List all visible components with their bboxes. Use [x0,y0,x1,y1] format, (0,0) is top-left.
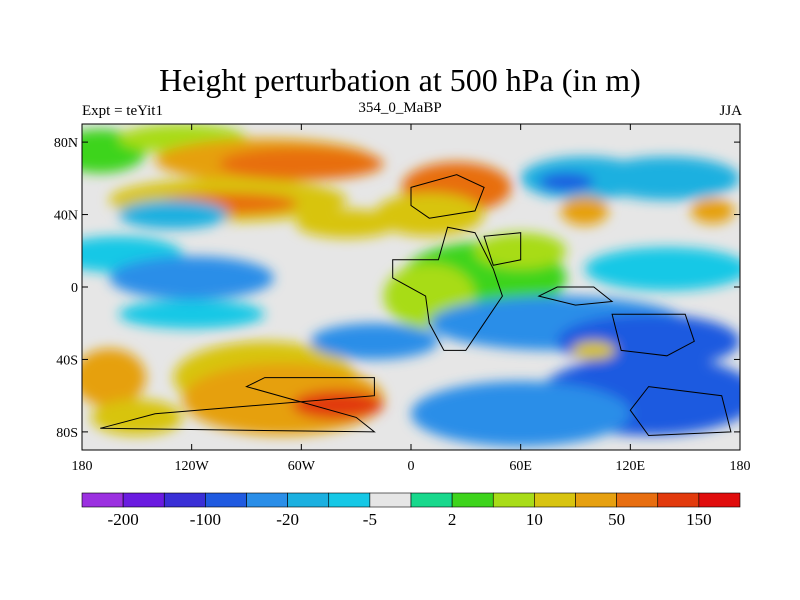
field-anomaly-8 [374,192,485,237]
field-anomaly-10 [538,172,594,192]
coastline-segment-0 [392,226,503,351]
field-anomaly-6 [295,209,399,239]
x-tick-label: 120W [175,459,210,474]
x-tick-label: 0 [408,459,415,474]
coastline-segment-6 [629,386,732,437]
field-anomaly-14 [118,200,229,230]
x-tick-label: 180 [730,459,751,474]
time-label: 354_0_MaBP [358,100,442,116]
field-anomaly-28 [91,399,183,436]
colorbar-swatch [369,492,412,508]
chart-title: Height perturbation at 500 hPa (in m) [159,62,641,98]
field-anomaly-32 [310,323,439,360]
colorbar-label: 10 [526,510,543,529]
field-anomaly-26 [411,381,631,447]
colorbar-swatch [657,492,700,508]
y-tick-label: 80S [56,426,78,441]
field-anomaly-27 [82,348,146,407]
x-tick-label: 60E [509,459,532,474]
x-tick-label: 180 [72,459,93,474]
coastline-outline [100,174,732,437]
y-tick-label: 40S [56,353,78,368]
colorbar-swatch [616,492,659,508]
x-axis: 180 120W 60W 0 60E 120E 180 [72,124,751,474]
colorbar-label: 2 [448,510,457,529]
colorbar-swatch [451,492,494,508]
y-tick-label: 40N [54,209,78,224]
field-anomaly-17 [118,299,265,329]
colorbar-swatch [534,492,576,508]
colorbar-label: 150 [686,510,712,529]
field-anomaly-31 [292,390,384,420]
colorbar-swatch [81,492,124,508]
colorbar-swatch [328,492,371,508]
colorbar-label: 50 [608,510,625,529]
field-anomaly-13 [690,198,735,224]
field-anomaly-24 [571,341,616,360]
colorbar: -200 -100 -20 -5 2 10 50 150 [81,492,741,529]
colorbar-swatch [205,492,247,508]
colorbar-swatch [163,492,206,508]
height-field [82,124,740,450]
x-tick-label: 60W [288,459,316,474]
colorbar-label: -5 [363,510,377,529]
colorbar-label: -100 [190,510,221,529]
field-anomaly-11 [593,156,740,201]
colorbar-swatch [410,492,453,508]
season-label: JJA [719,103,742,119]
y-axis: 80N 40N 0 40S 80S [54,136,740,441]
coastline-segment-2 [483,232,522,266]
coastline-segment-4 [611,313,695,357]
coastline-segment-5 [100,377,376,433]
y-tick-label: 80N [54,136,78,151]
field-anomaly-12 [560,196,609,226]
field-anomaly-16 [109,256,274,300]
field-anomaly-21 [584,247,740,291]
colorbar-swatch [287,492,330,508]
colorbar-swatch [122,492,165,508]
y-tick-label: 0 [71,281,78,296]
colorbar-label: -20 [276,510,299,529]
colorbar-swatch [492,492,535,508]
colorbar-label: -200 [108,510,139,529]
colorbar-swatch [575,492,617,508]
colorbar-swatch [246,492,288,508]
field-anomaly-3 [219,147,384,181]
x-tick-label: 120E [616,459,646,474]
coastline-segment-3 [537,286,614,306]
colorbar-swatch [698,492,741,508]
coastline-segment-1 [410,174,485,219]
experiment-label: Expt = teYit1 [82,103,163,119]
